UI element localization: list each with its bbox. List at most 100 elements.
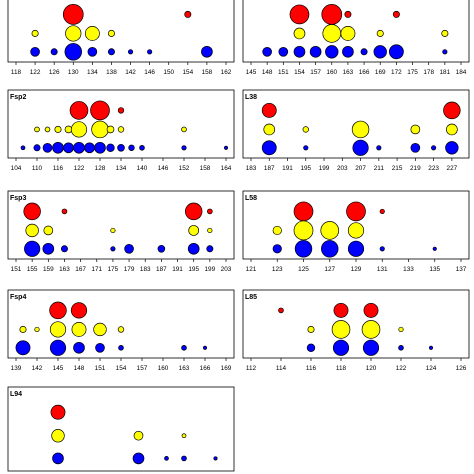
yellow-bubble bbox=[446, 123, 458, 136]
yellow-bubble bbox=[307, 325, 315, 333]
panel-label: L94 bbox=[10, 391, 22, 398]
x-tick-label: 145 bbox=[246, 69, 257, 76]
x-tick-label: 178 bbox=[423, 69, 434, 76]
x-tick-label: 138 bbox=[106, 69, 117, 76]
x-tick-label: 124 bbox=[426, 365, 437, 372]
x-tick-label: 164 bbox=[221, 165, 232, 172]
x-tick-label: 215 bbox=[392, 165, 403, 172]
red-bubble bbox=[69, 101, 89, 120]
x-tick-label: 134 bbox=[116, 165, 127, 172]
blue-bubble bbox=[106, 143, 115, 153]
yellow-bubble bbox=[31, 29, 39, 37]
panel-label: L38 bbox=[245, 94, 257, 101]
panel-frame bbox=[242, 289, 470, 359]
blue-bubble bbox=[373, 45, 387, 59]
blue-bubble bbox=[432, 246, 437, 251]
yellow-bubble bbox=[133, 430, 144, 441]
x-tick-label: 152 bbox=[179, 165, 190, 172]
blue-bubble bbox=[294, 240, 313, 258]
blue-bubble bbox=[42, 142, 53, 153]
blue-bubble bbox=[309, 45, 322, 58]
panel-frame bbox=[7, 386, 235, 472]
blue-bubble bbox=[139, 145, 145, 151]
yellow-bubble bbox=[65, 25, 82, 42]
blue-bubble bbox=[223, 145, 229, 150]
x-tick-label: 126 bbox=[49, 69, 60, 76]
x-tick-label: 104 bbox=[11, 165, 22, 172]
blue-bubble bbox=[293, 45, 306, 58]
red-bubble bbox=[346, 201, 366, 222]
x-tick-label: 199 bbox=[319, 165, 330, 172]
blue-bubble bbox=[49, 339, 67, 356]
x-tick-label: 157 bbox=[137, 365, 148, 372]
yellow-bubble bbox=[107, 29, 115, 37]
blue-bubble bbox=[24, 240, 41, 257]
yellow-bubble bbox=[49, 321, 67, 338]
blue-bubble bbox=[124, 243, 134, 254]
blue-bubble bbox=[64, 43, 82, 61]
x-tick-label: 162 bbox=[221, 69, 232, 76]
x-tick-label: 191 bbox=[282, 165, 293, 172]
panel-5: Fsp3 151 155 159 163 167 171 175 179 183 187 191 195… bbox=[7, 190, 235, 273]
blue-bubble bbox=[128, 144, 135, 151]
blue-bubble bbox=[347, 240, 365, 257]
blue-bubble bbox=[107, 48, 115, 56]
blue-bubble bbox=[431, 145, 437, 151]
blue-bubble bbox=[206, 245, 214, 253]
x-tick-label: 169 bbox=[221, 365, 232, 372]
yellow-bubble bbox=[106, 125, 115, 134]
red-bubble bbox=[321, 4, 343, 25]
yellow-bubble bbox=[322, 24, 342, 43]
red-bubble bbox=[70, 302, 88, 319]
x-tick-label: 142 bbox=[32, 365, 43, 372]
x-tick-label: 154 bbox=[294, 69, 305, 76]
blue-bubble bbox=[303, 145, 309, 151]
yellow-bubble bbox=[117, 126, 125, 133]
yellow-bubble bbox=[71, 322, 87, 337]
yellow-bubble bbox=[70, 121, 88, 138]
blue-bubble bbox=[445, 141, 459, 155]
panel-frame bbox=[242, 89, 470, 159]
x-tick-label: 187 bbox=[156, 266, 167, 273]
yellow-bubble bbox=[293, 220, 314, 241]
blue-bubble bbox=[84, 142, 95, 154]
blue-bubble bbox=[15, 340, 31, 356]
x-tick-label: 122 bbox=[396, 365, 407, 372]
x-tick-label: 151 bbox=[95, 365, 106, 372]
yellow-bubble bbox=[51, 429, 65, 443]
x-tick-label: 195 bbox=[300, 165, 311, 172]
blue-bubble bbox=[60, 245, 68, 253]
x-tick-label: 151 bbox=[11, 266, 22, 273]
x-tick-label: 122 bbox=[74, 165, 85, 172]
x-tick-label: 137 bbox=[456, 266, 467, 273]
x-tick-label: 139 bbox=[11, 365, 22, 372]
x-tick-label: 179 bbox=[124, 266, 135, 273]
blue-bubble bbox=[110, 246, 116, 252]
panel-label: Fsp2 bbox=[10, 94, 26, 101]
x-tick-label: 199 bbox=[205, 266, 216, 273]
panel-frame bbox=[242, 0, 470, 63]
panel-label: L85 bbox=[245, 294, 257, 301]
blue-bubble bbox=[73, 141, 85, 154]
red-bubble bbox=[293, 201, 314, 222]
x-tick-label: 175 bbox=[407, 69, 418, 76]
yellow-bubble bbox=[19, 325, 27, 333]
x-tick-label: 158 bbox=[200, 165, 211, 172]
x-tick-label: 151 bbox=[278, 69, 289, 76]
blue-bubble bbox=[376, 145, 382, 151]
x-tick-label: 123 bbox=[272, 266, 283, 273]
x-tick-label: 142 bbox=[125, 69, 136, 76]
x-tick-label: 167 bbox=[75, 266, 86, 273]
yellow-bubble bbox=[272, 225, 282, 236]
x-tick-label: 154 bbox=[182, 69, 193, 76]
blue-bubble bbox=[147, 49, 153, 55]
blue-bubble bbox=[321, 240, 339, 258]
x-tick-label: 120 bbox=[366, 365, 377, 372]
blue-bubble bbox=[118, 345, 124, 351]
blue-bubble bbox=[261, 140, 277, 156]
panel-8: L85 112 114 116 118 120 122 124 126 bbox=[242, 289, 470, 372]
yellow-bubble bbox=[91, 120, 109, 139]
x-tick-label: 110 bbox=[32, 165, 43, 172]
yellow-bubble bbox=[347, 222, 365, 239]
